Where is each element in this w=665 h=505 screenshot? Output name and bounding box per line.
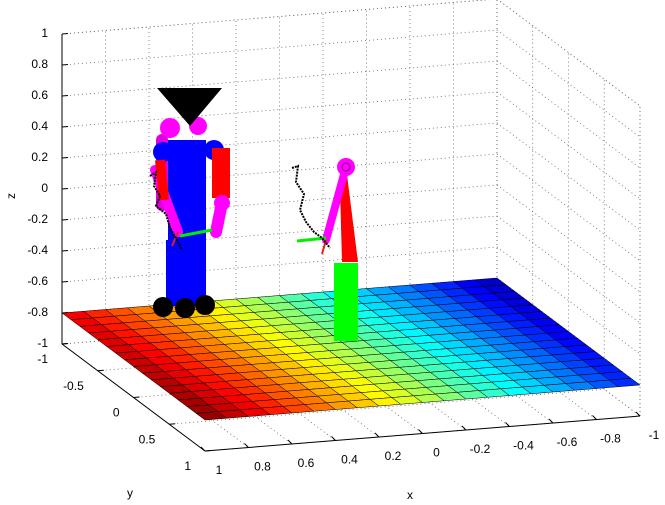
robot-foot <box>195 295 215 315</box>
robot-shoulder <box>153 142 173 162</box>
z-tick-label: -0.6 <box>27 274 48 288</box>
robot-arm <box>212 148 230 198</box>
tick-mark <box>506 423 510 427</box>
tick-mark <box>205 451 211 452</box>
grid-line <box>62 0 497 34</box>
z-tick-label: 0 <box>41 181 48 195</box>
tick-mark <box>169 424 175 425</box>
x-tick-label: -0.8 <box>600 432 621 446</box>
tick-mark <box>62 65 68 66</box>
z-tick-label: -0.8 <box>27 305 48 319</box>
robot-joint <box>337 158 355 176</box>
tick-mark <box>62 34 68 35</box>
y-axis-label: y <box>127 486 133 500</box>
z-tick-label: -0.2 <box>27 212 48 226</box>
y-tick-label: -0.5 <box>63 379 84 393</box>
z-tick-label: 0.6 <box>31 88 48 102</box>
x-tick-label: 0 <box>433 446 440 460</box>
z-tick-label: -1 <box>37 336 48 350</box>
robot-joint <box>160 118 180 138</box>
z-tick-label: 0.4 <box>31 119 48 133</box>
tick-mark <box>549 419 553 423</box>
robot-tool <box>297 238 326 241</box>
tick-mark <box>375 433 379 437</box>
tick-mark <box>593 416 597 420</box>
tick-mark <box>288 440 292 444</box>
x-tick-label: 0.8 <box>254 460 271 474</box>
tick-mark <box>62 282 68 283</box>
x-tick-label: -0.4 <box>513 439 534 453</box>
y-tick-label: 1 <box>184 459 191 473</box>
x-tick-label: 0.6 <box>298 456 315 470</box>
robot-leg <box>166 240 184 306</box>
z-tick-label: 1 <box>41 26 48 40</box>
x-tick-label: 1 <box>216 463 223 477</box>
grid-line <box>62 247 497 282</box>
y-tick-label: -1 <box>37 352 48 366</box>
y-tick-label: 0 <box>113 406 120 420</box>
tick-mark <box>62 158 68 159</box>
x-tick-label: 0.2 <box>385 449 402 463</box>
z-tick-label: -0.4 <box>27 243 48 257</box>
x-axis-label: x <box>407 488 413 502</box>
grid-line <box>62 154 497 189</box>
tick-mark <box>98 370 104 371</box>
grid-line <box>62 30 497 65</box>
tick-mark <box>62 344 68 345</box>
robot-base <box>334 263 358 341</box>
z-tick-label: 0.2 <box>31 150 48 164</box>
tick-mark <box>245 444 249 448</box>
tick-mark <box>62 96 68 97</box>
tick-mark <box>636 412 640 416</box>
grid-line <box>62 123 497 158</box>
x-tick-label: -0.2 <box>470 442 491 456</box>
y-tick-label: 0.5 <box>139 432 156 446</box>
robot-foot <box>175 298 195 318</box>
x-tick-label: -0.6 <box>557 435 578 449</box>
tick-mark <box>62 251 68 252</box>
page: {"chart_data": {"type": "surface3d", "xl… <box>0 0 665 505</box>
tick-mark <box>62 127 68 128</box>
robot-foot <box>153 297 173 317</box>
z-tick-label: 0.8 <box>31 57 48 71</box>
box-edge <box>62 0 497 34</box>
robot-forearm <box>216 203 222 232</box>
z-axis-label: z <box>4 193 18 199</box>
tick-mark <box>134 397 140 398</box>
robot-arm <box>160 160 164 200</box>
chart: y x z -1 -0.8 -0.6 -0.4 -0.2 0 0.2 0.4 0.6 0.8 1 -1… <box>0 0 665 505</box>
tick-mark <box>419 430 423 434</box>
grid-line <box>497 30 640 137</box>
tick-mark <box>62 189 68 190</box>
x-tick-label: 0.4 <box>341 453 358 467</box>
tick-mark <box>62 220 68 221</box>
tick-mark <box>62 313 68 314</box>
tick-mark <box>462 426 466 430</box>
x-tick-label: -1 <box>649 428 660 442</box>
tick-mark <box>332 437 336 441</box>
